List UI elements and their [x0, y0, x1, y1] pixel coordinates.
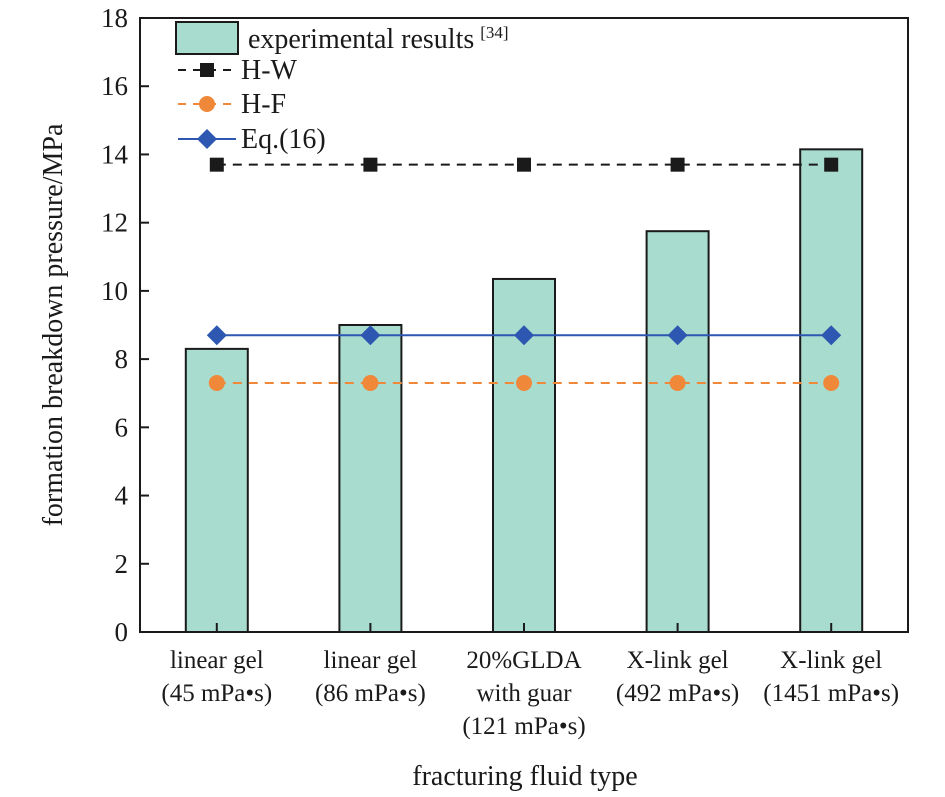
series-point-eq16-3 — [667, 325, 688, 346]
series-point-hf-0 — [208, 374, 225, 391]
legend-marker-hf — [199, 96, 215, 112]
y-axis-title: formation breakdown pressure/MPa — [38, 123, 69, 526]
bar-experimental-results-3 — [645, 230, 710, 633]
legend-label-experimental-results: experimental results [34] — [248, 23, 509, 55]
category-label-0: linear gel (45 mPa•s) — [161, 647, 272, 707]
y-tick-label-6: 6 — [115, 412, 129, 442]
series-point-hf-2 — [516, 374, 532, 391]
y-tick-label-12: 12 — [101, 208, 128, 238]
y-tick-label-16: 16 — [101, 71, 128, 101]
series-point-hf-3 — [669, 374, 686, 391]
y-tick-label-8: 8 — [115, 344, 129, 374]
series-point-hw-3 — [670, 157, 685, 172]
y-tick-label-18: 18 — [101, 3, 128, 33]
category-label-3: X-link gel (492 mPa•s) — [616, 647, 739, 707]
legend-label-hf: H-F — [241, 89, 286, 120]
series-point-hf-1 — [362, 374, 379, 391]
series-point-hw-1 — [363, 157, 378, 172]
y-tick-label-14: 14 — [101, 139, 129, 169]
category-label-4: X-link gel (1451 mPa•s) — [763, 647, 899, 707]
x-axis-title: fracturing fluid type — [412, 761, 637, 792]
y-tick-label-0: 0 — [115, 617, 129, 647]
series-point-eq16-0 — [206, 325, 227, 346]
series-point-eq16-2 — [514, 325, 534, 346]
category-label-2: 20%GLDA with guar (121 mPa•s) — [462, 647, 585, 740]
legend-label-hw: H-W — [241, 55, 298, 86]
category-label-1: linear gel (86 mPa•s) — [315, 647, 426, 707]
bar-experimental-results-0 — [184, 347, 249, 633]
legend-marker-eq16 — [197, 129, 217, 149]
series-point-hw-4 — [824, 157, 839, 172]
legend-swatch-experimental-results — [175, 21, 239, 55]
axes-layer: 0 2 4 6 8 10 12 14 16 18 linear gel (45 mPa•s) linea… — [101, 3, 909, 740]
series-point-eq16-4 — [821, 325, 842, 346]
y-tick-label-4: 4 — [115, 481, 129, 511]
bar-experimental-results-1 — [338, 324, 403, 633]
y-tick-label-2: 2 — [115, 549, 129, 579]
series-point-hw-0 — [209, 157, 224, 172]
series-point-hf-4 — [823, 374, 840, 391]
plot-layer — [184, 148, 864, 633]
series-point-hw-2 — [517, 157, 531, 172]
legend-marker-hw — [200, 63, 214, 77]
legend-label-eq16: Eq.(16) — [241, 124, 326, 155]
y-tick-label-10: 10 — [101, 276, 128, 306]
series-point-eq16-1 — [360, 325, 381, 346]
legend: experimental results [34] H-W H-F Eq.(16) — [175, 21, 509, 155]
